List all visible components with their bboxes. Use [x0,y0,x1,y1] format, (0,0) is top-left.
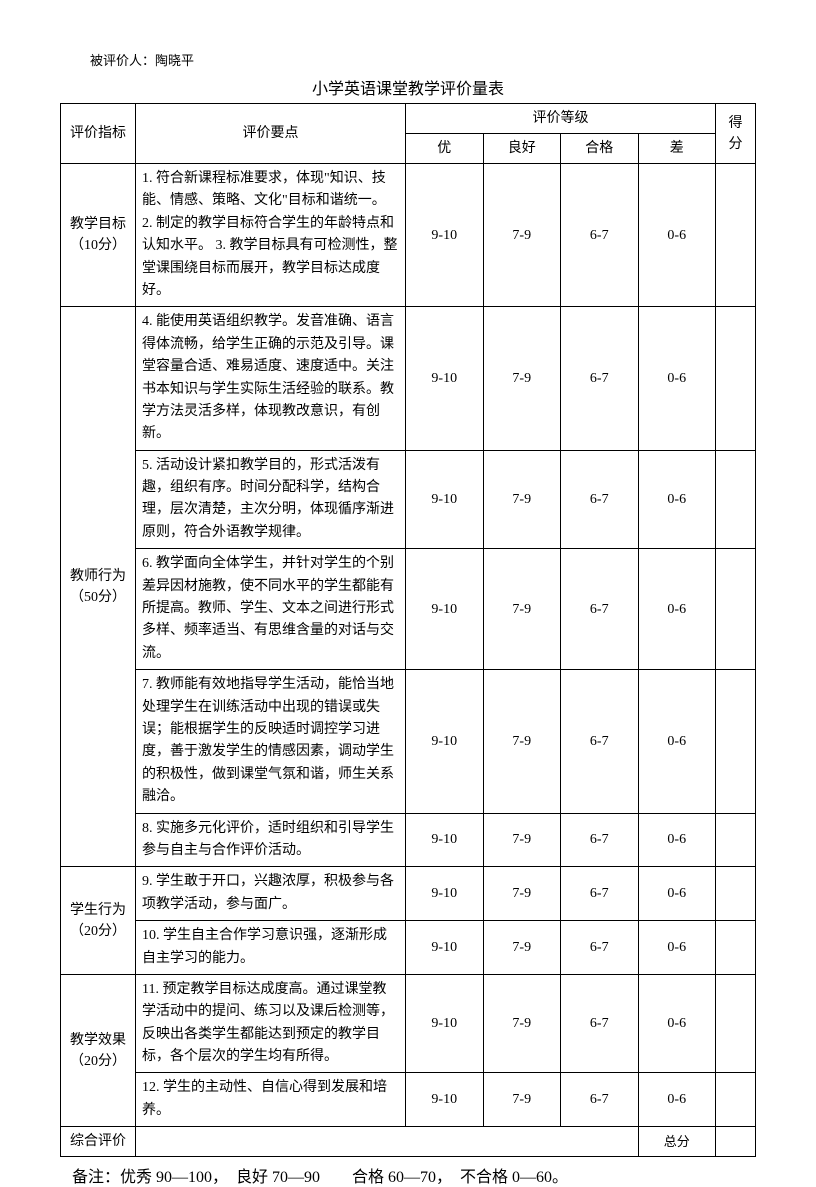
grade-cell: 6-7 [561,1073,639,1127]
header-excellent: 优 [406,134,484,164]
score-cell [716,450,756,549]
grade-cell: 6-7 [561,974,639,1073]
grade-cell: 9-10 [406,867,484,921]
score-cell [716,164,756,307]
grade-cell: 9-10 [406,921,484,975]
grade-cell: 0-6 [638,164,716,307]
total-score-cell [716,1127,756,1157]
header-pass: 合格 [561,134,639,164]
grade-cell: 6-7 [561,813,639,867]
grade-cell: 0-6 [638,307,716,450]
points-cell: 4. 能使用英语组织教学。发音准确、语言得体流畅，给学生正确的示范及引导。课堂容… [136,307,406,450]
grade-cell: 0-6 [638,867,716,921]
points-cell: 11. 预定教学目标达成度高。通过课堂教学活动中的提问、练习以及课后检测等，反映… [136,974,406,1073]
points-cell: 6. 教学面向全体学生，并针对学生的个别差异因材施教，使不同水平的学生都能有所提… [136,549,406,670]
score-cell [716,974,756,1073]
grade-cell: 7-9 [483,1073,561,1127]
grade-cell: 0-6 [638,1073,716,1127]
header-indicator: 评价指标 [61,104,136,164]
grade-cell: 7-9 [483,921,561,975]
grade-cell: 0-6 [638,921,716,975]
indicator-cell: 教学效果（20分） [61,974,136,1126]
grade-cell: 7-9 [483,549,561,670]
summary-empty [136,1127,639,1157]
points-cell: 9. 学生敢于开口，兴趣浓厚，积极参与各项教学活动，参与面广。 [136,867,406,921]
header-grade-group: 评价等级 [406,104,716,134]
indicator-cell: 教学目标（10分） [61,164,136,307]
score-cell [716,867,756,921]
grade-cell: 0-6 [638,974,716,1073]
grade-cell: 9-10 [406,307,484,450]
header-points: 评价要点 [136,104,406,164]
grade-cell: 9-10 [406,549,484,670]
points-cell: 8. 实施多元化评价，适时组织和引导学生参与自主与合作评价活动。 [136,813,406,867]
total-label: 总分 [638,1127,716,1157]
points-cell: 7. 教师能有效地指导学生活动，能恰当地处理学生在训练活动中出现的错误或失误；能… [136,670,406,813]
grade-cell: 6-7 [561,921,639,975]
grade-cell: 6-7 [561,307,639,450]
score-cell [716,307,756,450]
grade-cell: 6-7 [561,867,639,921]
note-text: 备注：优秀 90—100， 良好 70—90 合格 60—70， 不合格 0—6… [72,1163,756,1187]
indicator-cell: 教师行为（50分） [61,307,136,867]
score-cell [716,1073,756,1127]
grade-cell: 7-9 [483,670,561,813]
grade-cell: 6-7 [561,549,639,670]
grade-cell: 7-9 [483,450,561,549]
points-cell: 12. 学生的主动性、自信心得到发展和培养。 [136,1073,406,1127]
summary-label: 综合评价 [61,1127,136,1157]
grade-cell: 0-6 [638,813,716,867]
grade-cell: 6-7 [561,450,639,549]
header-good: 良好 [483,134,561,164]
evaluation-table: 评价指标 评价要点 评价等级 得分 优 良好 合格 差 教学目标（10分）1. … [60,103,756,1157]
grade-cell: 0-6 [638,450,716,549]
score-cell [716,813,756,867]
page-title: 小学英语课堂教学评价量表 [60,75,756,99]
grade-cell: 9-10 [406,164,484,307]
grade-cell: 7-9 [483,867,561,921]
grade-cell: 9-10 [406,670,484,813]
grade-cell: 6-7 [561,670,639,813]
points-cell: 5. 活动设计紧扣教学目的，形式活泼有趣，组织有序。时间分配科学，结构合理，层次… [136,450,406,549]
grade-cell: 9-10 [406,813,484,867]
header-score: 得分 [716,104,756,164]
evaluatee-label: 被评价人：陶晓平 [90,50,756,69]
grade-cell: 7-9 [483,813,561,867]
points-cell: 1. 符合新课程标准要求，体现"知识、技能、情感、策略、文化"目标和谐统一。 2… [136,164,406,307]
header-poor: 差 [638,134,716,164]
score-cell [716,670,756,813]
grade-cell: 0-6 [638,670,716,813]
points-cell: 10. 学生自主合作学习意识强，逐渐形成自主学习的能力。 [136,921,406,975]
score-cell [716,549,756,670]
grade-cell: 6-7 [561,164,639,307]
grade-cell: 9-10 [406,974,484,1073]
score-cell [716,921,756,975]
grade-cell: 7-9 [483,164,561,307]
indicator-cell: 学生行为（20分） [61,867,136,975]
grade-cell: 7-9 [483,974,561,1073]
grade-cell: 9-10 [406,450,484,549]
grade-cell: 7-9 [483,307,561,450]
grade-cell: 9-10 [406,1073,484,1127]
grade-cell: 0-6 [638,549,716,670]
